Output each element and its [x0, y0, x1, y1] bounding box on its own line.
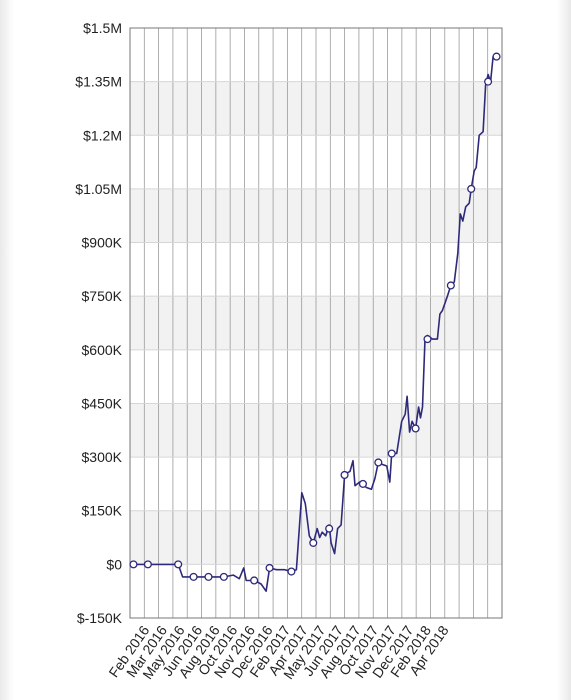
- data-point: [423, 335, 432, 344]
- data-point: [374, 458, 383, 467]
- data-point: [492, 52, 501, 61]
- y-tick-label: $900K: [82, 235, 123, 251]
- y-tick-label: $1.2M: [83, 127, 122, 143]
- y-tick-label: $450K: [82, 395, 123, 411]
- series-markers: [129, 52, 501, 585]
- vertical-gridlines: [143, 28, 489, 618]
- y-tick-label: $1.35M: [75, 74, 122, 90]
- data-point: [358, 479, 367, 488]
- y-tick-label: $750K: [82, 288, 123, 304]
- y-tick-label: $300K: [82, 449, 123, 465]
- left-edge-shadow: [0, 0, 14, 700]
- data-point: [265, 563, 274, 572]
- data-point: [325, 524, 334, 533]
- y-tick-label: $150K: [82, 503, 123, 519]
- y-tick-label: $0: [106, 556, 122, 572]
- series-line: [133, 55, 497, 592]
- data-point: [204, 572, 213, 581]
- data-point: [309, 538, 318, 547]
- y-tick-label: $-150K: [77, 610, 123, 626]
- y-tick-label: $600K: [82, 342, 123, 358]
- data-point: [387, 449, 396, 458]
- data-point: [250, 576, 259, 585]
- data-point: [143, 560, 152, 569]
- data-point: [174, 560, 183, 569]
- data-point: [467, 184, 476, 193]
- right-edge-shadow: [557, 0, 571, 700]
- data-point: [484, 77, 493, 86]
- data-point: [411, 424, 420, 433]
- data-point: [340, 470, 349, 480]
- data-point: [446, 281, 455, 290]
- plot-border: [129, 27, 503, 619]
- y-axis-ticks: $-150K $0 $150K $300K $450K $600K $750K $900K $1…: [75, 20, 122, 626]
- y-tick-label: $1.05M: [75, 181, 122, 197]
- data-point: [219, 572, 228, 581]
- data-point: [287, 567, 296, 576]
- y-tick-label: $1.5M: [83, 20, 122, 36]
- data-point: [189, 572, 198, 581]
- data-point: [129, 560, 138, 569]
